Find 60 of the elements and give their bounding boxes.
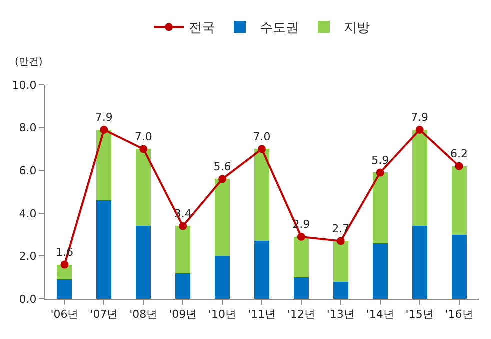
y-tick-label: 8.0 [19,122,37,135]
x-tick-label: '13년 [326,308,355,322]
bar [372,243,388,299]
x-tick-label: '10년 [208,308,237,322]
bar [215,256,230,299]
bar [215,179,230,256]
y-tick-label: 0.0 [19,292,37,306]
y-tick-label: 10.0 [12,78,37,92]
x-tick-label: '12년 [287,308,316,322]
bar [372,172,388,244]
data-label: 5.9 [372,154,390,167]
y-tick-label: 2.0 [19,250,37,264]
data-label: 5.6 [214,160,232,174]
bar [176,226,191,274]
y-tick-label: 4.0 [19,207,37,220]
y-axis-title: (만건) [15,57,43,68]
y-tick-label: 6.0 [19,164,37,178]
bar [333,241,348,282]
bar [333,282,348,299]
point [100,126,108,134]
bar [136,149,152,226]
point [455,162,464,170]
point [60,260,69,269]
point [416,126,424,134]
x-tick-label: '09년 [169,308,198,322]
data-label: 7.9 [95,111,113,124]
legend-label: 수도권 [260,21,299,36]
bar [176,273,191,299]
legend-label: 지방 [344,21,370,36]
bar [412,130,428,226]
point [140,145,148,154]
x-tick-label: '06년 [50,308,79,322]
x-tick-label: '14년 [366,308,394,322]
bar [294,278,309,299]
bar [57,280,72,299]
data-label: 6.2 [450,148,468,161]
legend-label: 전국 [189,21,215,36]
x-tick-label: '07년 [90,308,118,322]
point [258,145,266,154]
bar [254,241,270,299]
bar [96,130,112,201]
x-tick-label: '11년 [248,308,276,322]
x-tick-label: '16년 [445,308,474,322]
bar [96,200,112,299]
point [297,232,306,241]
data-label: 7.0 [253,130,271,144]
bar [254,149,270,242]
point [218,175,227,184]
bar [136,226,152,299]
point [179,222,188,230]
data-label: 7.9 [411,111,429,124]
x-tick-label: '15년 [406,308,434,322]
bar [452,234,467,299]
bar [452,166,467,235]
data-label: 7.0 [134,130,152,144]
point [376,168,384,177]
bar [412,226,428,299]
point [336,237,345,246]
bar [294,236,309,278]
x-tick-label: '08년 [130,308,158,322]
